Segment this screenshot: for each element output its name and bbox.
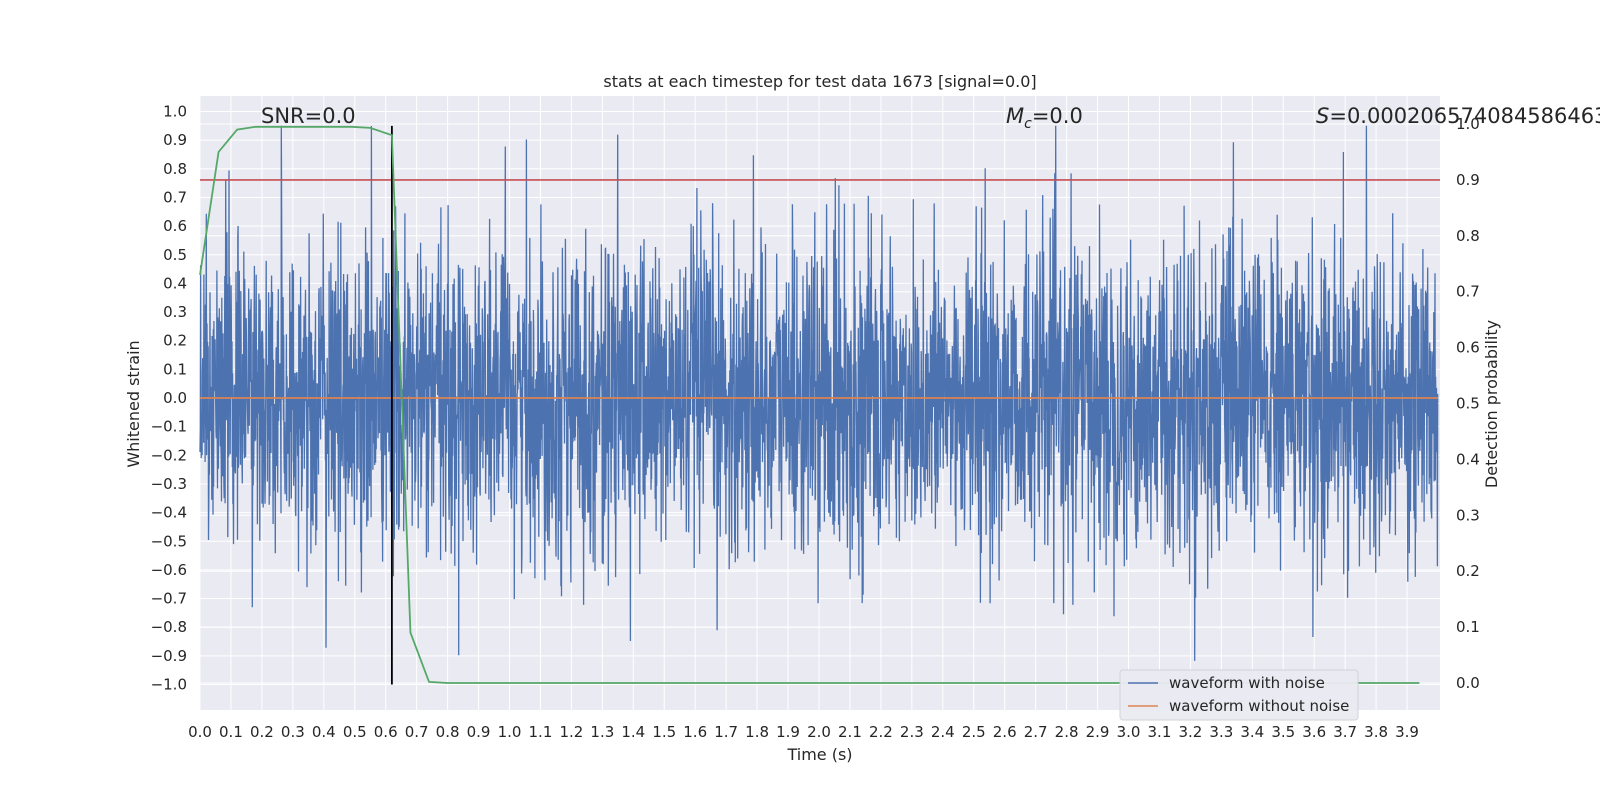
y-right-tick-label: 0.0 [1456, 674, 1480, 692]
y-axis-label: Whitened strain [124, 340, 143, 467]
snr-annotation: SNR=0.0 [261, 104, 356, 128]
s-annotation: S=0.00020657408458646​3 [1316, 104, 1600, 128]
y-tick-label: −0.8 [151, 618, 187, 636]
legend: waveform with noise waveform without noi… [1119, 669, 1359, 721]
y-right-tick-label: 0.4 [1456, 450, 1480, 468]
x-tick-label: 0.3 [281, 723, 305, 741]
x-tick-label: 3.2 [1178, 723, 1202, 741]
y-right-axis-label: Detection probability [1482, 320, 1501, 488]
y-tick-label: −0.2 [151, 446, 187, 464]
y-right-tick-label: 0.2 [1456, 562, 1480, 580]
y-tick-labels: 1.0 0.9 0.8 0.7 0.6 0.5 0.4 0.3 0.2 0.1 0.0 −0.1 −0.… [151, 103, 187, 694]
reference-lines [200, 125, 1440, 685]
y-right-tick-label: 0.5 [1456, 395, 1480, 413]
x-tick-label: 1.0 [498, 723, 522, 741]
x-tick-label: 2.2 [869, 723, 893, 741]
y-right-tick-label: 1.0 [1456, 115, 1480, 133]
y-right-tick-label: 0.1 [1456, 618, 1480, 636]
x-tick-label: 3.9 [1395, 723, 1419, 741]
x-tick-label: 2.3 [900, 723, 924, 741]
y-right-tick-label: 0.7 [1456, 283, 1480, 301]
x-tick-label: 2.8 [1055, 723, 1079, 741]
x-tick-labels: 0.0 0.1 0.2 0.3 0.4 0.5 0.6 0.7 0.8 0.9 1.0 1.1 1.2 1… [188, 723, 1419, 741]
legend-box [1119, 669, 1359, 721]
x-tick-label: 0.9 [467, 723, 491, 741]
probability-line [199, 125, 1420, 684]
y-tick-label: 0.9 [163, 131, 187, 149]
x-tick-label: 3.3 [1209, 723, 1233, 741]
x-tick-label: 2.0 [807, 723, 831, 741]
x-tick-label: 1.9 [776, 723, 800, 741]
x-tick-label: 1.4 [621, 723, 645, 741]
series-detection-probability [199, 125, 1420, 684]
x-tick-label: 3.4 [1240, 723, 1264, 741]
y-tick-label: −0.9 [151, 647, 187, 665]
x-tick-label: 0.2 [250, 723, 274, 741]
x-tick-label: 1.2 [559, 723, 583, 741]
x-tick-label: 3.1 [1148, 723, 1172, 741]
chart-title: stats at each timestep for test data 167… [603, 72, 1036, 91]
y-tick-label: −1.0 [151, 676, 187, 694]
x-tick-label: 2.4 [931, 723, 955, 741]
y-tick-label: 0.8 [163, 160, 187, 178]
x-axis-label: Time (s) [786, 745, 852, 764]
y-tick-label: 0.4 [163, 274, 187, 292]
y-tick-label: 0.7 [163, 188, 187, 206]
y-tick-label: −0.6 [151, 561, 187, 579]
x-tick-label: 0.6 [374, 723, 398, 741]
x-tick-label: 3.8 [1364, 723, 1388, 741]
y-right-tick-label: 0.6 [1456, 339, 1480, 357]
x-tick-label: 1.6 [683, 723, 707, 741]
y-right-tick-labels: 0.0 0.1 0.2 0.3 0.4 0.5 0.6 0.7 0.8 0.9 1.0 [1456, 115, 1480, 692]
x-tick-label: 0.1 [219, 723, 243, 741]
y-tick-label: 0.5 [163, 246, 187, 264]
y-tick-label: −0.3 [151, 475, 187, 493]
x-tick-label: 3.5 [1271, 723, 1295, 741]
y-tick-label: 0.0 [163, 389, 187, 407]
chirp-mass-annotation: Mc=0.0 [1006, 104, 1083, 132]
x-tick-label: 2.5 [962, 723, 986, 741]
x-tick-label: 0.8 [436, 723, 460, 741]
x-tick-label: 2.1 [838, 723, 862, 741]
y-tick-label: −0.7 [151, 590, 187, 608]
y-tick-label: 1.0 [163, 103, 187, 121]
y-tick-label: −0.5 [151, 532, 187, 550]
y-tick-label: 0.1 [163, 360, 187, 378]
y-right-tick-label: 0.3 [1456, 506, 1480, 524]
x-tick-label: 1.3 [590, 723, 614, 741]
y-tick-label: 0.3 [163, 303, 187, 321]
y-tick-label: 0.6 [163, 217, 187, 235]
y-right-tick-label: 0.9 [1456, 171, 1480, 189]
x-tick-label: 0.4 [312, 723, 336, 741]
x-tick-label: 3.7 [1333, 723, 1357, 741]
x-tick-label: 0.5 [343, 723, 367, 741]
y-tick-label: −0.4 [151, 504, 187, 522]
x-tick-label: 2.6 [993, 723, 1017, 741]
x-tick-label: 1.7 [714, 723, 738, 741]
x-tick-label: 2.7 [1024, 723, 1048, 741]
legend-label-clean: waveform without noise [1169, 697, 1349, 715]
x-tick-label: 0.0 [188, 723, 212, 741]
y-tick-label: 0.2 [163, 332, 187, 350]
x-tick-label: 1.1 [529, 723, 553, 741]
y-right-tick-label: 0.8 [1456, 227, 1480, 245]
x-tick-label: 3.0 [1117, 723, 1141, 741]
x-tick-label: 1.8 [745, 723, 769, 741]
x-tick-label: 0.7 [405, 723, 429, 741]
y-tick-label: −0.1 [151, 418, 187, 436]
x-tick-label: 2.9 [1086, 723, 1110, 741]
x-tick-label: 3.6 [1302, 723, 1326, 741]
x-tick-label: 1.5 [652, 723, 676, 741]
legend-label-noise: waveform with noise [1169, 674, 1325, 692]
